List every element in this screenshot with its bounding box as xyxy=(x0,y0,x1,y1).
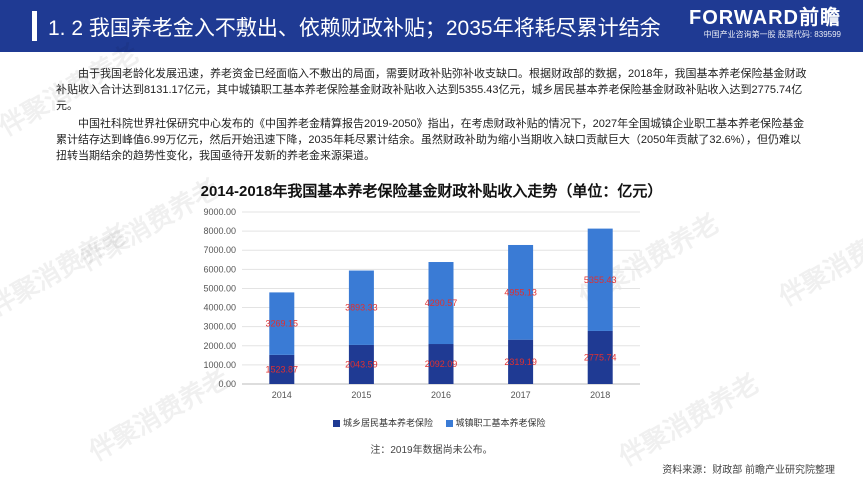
chart-legend: 城乡居民基本养老保险 城镇职工基本养老保险 xyxy=(333,416,556,429)
data-label: 2092.09 xyxy=(425,359,458,369)
bar-rural xyxy=(508,339,534,384)
logo-brand-text: FORWARD前瞻 xyxy=(689,7,841,29)
x-tick-label: 2015 xyxy=(351,390,371,400)
brand-logo: FORWARD前瞻 中国产业咨询第一股 股票代码: 839599 xyxy=(689,7,841,41)
data-label: 2319.19 xyxy=(504,357,537,367)
data-label: 3893.33 xyxy=(345,303,378,313)
logo-subtitle: 中国产业咨询第一股 股票代码: 839599 xyxy=(703,30,841,39)
x-tick-label: 2017 xyxy=(511,390,531,400)
report-paragraph: 中国社科院世界社保研究中心发布的《中国养老金精算报告2019-2050》指出，在… xyxy=(56,118,805,162)
legend-swatch-rural xyxy=(333,420,340,428)
stacked-bar-chart: 0.00 1000.00 2000.00 3000.00 4000.00 5000.00 6… xyxy=(203,207,640,400)
chart-note: 注：2019年数据尚未公布。 xyxy=(370,445,493,456)
y-tick-label: 8000.00 xyxy=(203,226,236,236)
x-tick-label: 2016 xyxy=(431,390,451,400)
legend-item-urban: 城镇职工基本养老保险 xyxy=(445,418,546,428)
legend-item-rural: 城乡居民基本养老保险 xyxy=(333,418,436,428)
data-label: 4290.57 xyxy=(425,298,458,308)
data-label: 1523.87 xyxy=(266,364,299,374)
y-tick-label: 4000.00 xyxy=(203,303,236,313)
x-tick-label: 2014 xyxy=(272,390,292,400)
legend-label-urban: 城镇职工基本养老保险 xyxy=(455,418,546,428)
y-tick-label: 0.00 xyxy=(218,379,236,389)
watermark: 伴聚消费养老 xyxy=(773,207,863,312)
y-tick-label: 7000.00 xyxy=(203,245,236,255)
x-tick-label: 2018 xyxy=(590,390,610,400)
data-label: 4955.13 xyxy=(504,287,537,297)
y-tick-label: 3000.00 xyxy=(203,322,236,332)
y-tick-label: 6000.00 xyxy=(203,264,236,274)
bar-urban xyxy=(348,270,374,345)
bar-urban xyxy=(428,262,454,345)
data-label: 3269.15 xyxy=(266,319,299,329)
bar-rural xyxy=(428,344,454,384)
bar-rural xyxy=(587,330,613,384)
bar-rural xyxy=(348,344,374,384)
bar-urban xyxy=(269,292,295,355)
data-label: 2775.74 xyxy=(584,352,617,362)
bar-urban xyxy=(587,228,613,331)
legend-swatch-urban xyxy=(445,420,453,428)
y-tick-label: 5000.00 xyxy=(203,283,236,293)
data-source: 资料来源：财政部 前瞻产业研究院整理 xyxy=(662,465,835,476)
header-bar: 1. 2 我国养老金入不敷出、依赖财政补贴；2035年将耗尽累计结余 FORWA… xyxy=(0,0,863,52)
data-label: 5355.43 xyxy=(584,275,617,285)
intro-paragraph: 由于我国老龄化发展迅速，养老资金已经面临入不敷出的局面，需要财政补贴弥补收支缺口… xyxy=(56,68,807,112)
data-label: 2043.59 xyxy=(345,359,378,369)
chart-title: 2014-2018年我国基本养老保险基金财政补贴收入走势（单位：亿元） xyxy=(200,183,663,200)
title-accent-bar xyxy=(32,11,37,41)
y-tick-label: 9000.00 xyxy=(203,207,236,217)
legend-label-rural: 城乡居民基本养老保险 xyxy=(343,418,434,428)
bar-rural xyxy=(269,354,295,384)
bar-urban xyxy=(508,244,534,340)
page-title: 1. 2 我国养老金入不敷出、依赖财政补贴；2035年将耗尽累计结余 xyxy=(48,17,661,40)
y-tick-label: 2000.00 xyxy=(203,341,236,351)
y-tick-label: 1000.00 xyxy=(203,360,236,370)
